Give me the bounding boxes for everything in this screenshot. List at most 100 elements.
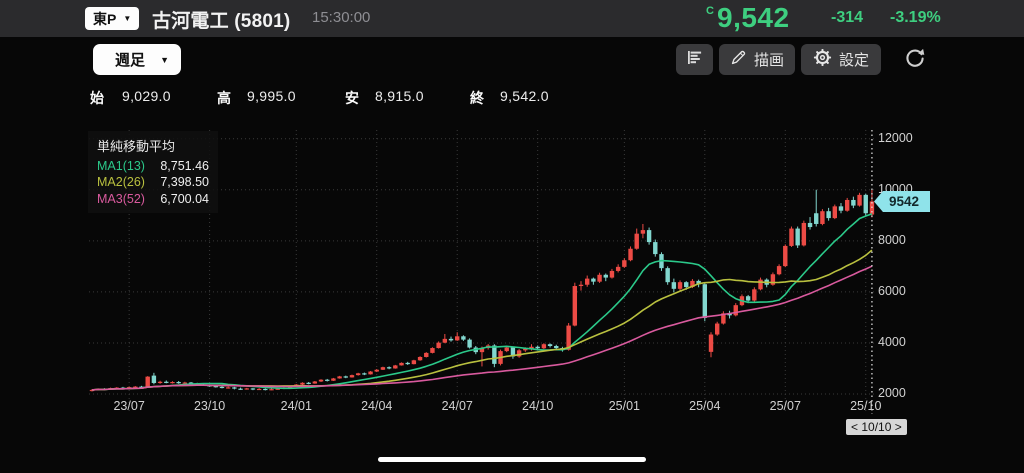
candle-body	[263, 388, 268, 391]
candle-body	[349, 375, 355, 378]
candle-body	[826, 211, 831, 219]
candle-body	[182, 382, 188, 384]
candle-body	[591, 278, 596, 282]
market-selector[interactable]: 東P ▼	[85, 7, 140, 30]
candle-body	[609, 270, 615, 278]
candle-body	[399, 362, 404, 366]
candle-body	[386, 367, 392, 369]
close-label: 終	[470, 90, 484, 106]
timeframe-dropdown[interactable]: 週足 ▼	[93, 44, 181, 75]
candle-body	[133, 386, 138, 388]
candle-body	[300, 382, 305, 385]
ma2-line	[91, 249, 873, 391]
candlestick-chart[interactable]	[89, 126, 883, 418]
candle-body	[603, 274, 608, 278]
open-value: 9,029.0	[122, 88, 171, 104]
page-title: 古河電工 (5801)	[152, 11, 291, 32]
candle-body	[628, 248, 633, 261]
candle-body	[714, 323, 720, 335]
candle-body	[646, 230, 652, 243]
chevron-down-icon: ▼	[160, 54, 169, 65]
order-book-button[interactable]	[676, 44, 713, 75]
candle-body	[665, 268, 670, 283]
grid-lines	[89, 130, 877, 414]
refresh-button[interactable]	[899, 45, 931, 74]
candle-body	[585, 278, 590, 285]
candle-body	[677, 282, 683, 289]
candle-body	[789, 228, 794, 246]
candle-body	[380, 367, 386, 370]
candle-body	[238, 388, 243, 390]
x-axis-label: 23/10	[193, 399, 226, 413]
candle-body	[256, 388, 262, 391]
candle-body	[708, 334, 714, 352]
candle-body	[721, 313, 726, 324]
candle-body	[671, 282, 677, 289]
ma3-row: MA3(52) 6,700.04	[97, 191, 209, 207]
candle-body	[733, 305, 738, 316]
settings-button[interactable]: 設定	[801, 44, 881, 75]
y-axis-label: 4000	[878, 334, 906, 349]
ma-legend: 単純移動平均 MA1(13) 8,751.46 MA2(26) 7,398.50…	[88, 131, 218, 213]
ma2-row: MA2(26) 7,398.50	[97, 174, 209, 190]
settings-label: 設定	[838, 52, 869, 69]
candle-body	[770, 274, 776, 285]
candle-body	[640, 230, 646, 234]
candle-body	[727, 313, 732, 316]
current-price: 9,542	[717, 2, 790, 33]
candle-body	[139, 386, 144, 388]
low-label: 安	[345, 90, 359, 106]
price-change: -314	[831, 9, 864, 26]
candle-body	[436, 342, 441, 349]
candle-body	[225, 387, 231, 389]
close-value: 9,542.0	[500, 88, 549, 104]
refresh-icon	[903, 46, 927, 74]
y-axis-label: 2000	[878, 386, 906, 400]
home-indicator[interactable]	[378, 457, 646, 462]
candle-body	[89, 389, 95, 392]
candle-body	[318, 379, 324, 382]
candle-body	[312, 381, 318, 384]
last-price-tag: 9542	[874, 191, 930, 212]
candle-body	[597, 274, 602, 282]
candle-body	[244, 388, 249, 390]
gear-icon	[813, 48, 832, 71]
ma1-label: MA1(13)	[97, 159, 145, 173]
pencil-icon	[730, 49, 747, 70]
candle-body	[188, 382, 194, 384]
candle-body	[758, 279, 763, 290]
candle-body	[362, 373, 367, 375]
candle-body	[306, 382, 311, 384]
candle-body	[752, 289, 757, 301]
open-label: 始	[90, 90, 104, 106]
candle-body	[622, 260, 627, 267]
candle-body	[405, 362, 410, 365]
ma3-value: 6,700.04	[160, 191, 209, 206]
draw-button[interactable]: 描画	[719, 44, 795, 75]
timeframe-label: 週足	[115, 52, 146, 69]
ma1-row: MA1(13) 8,751.46	[97, 158, 209, 174]
candle-body	[776, 266, 782, 275]
page-indicator[interactable]: < 10/10 >	[846, 419, 907, 435]
candle-body	[374, 369, 379, 372]
candle-body	[442, 338, 448, 343]
candle-body	[213, 386, 218, 388]
candle-body	[554, 346, 559, 349]
x-axis-label: 24/10	[522, 399, 554, 413]
candle-body	[863, 194, 868, 214]
candle-body	[461, 336, 466, 340]
candle-body	[492, 345, 497, 364]
candle-body	[510, 347, 516, 357]
candle-body	[145, 376, 150, 388]
candle-body	[696, 280, 701, 285]
top-bar: 東P ▼ 古河電工 (5801) 15:30:00 C 9,542 -314 -…	[0, 0, 1024, 37]
candle-body	[343, 376, 348, 378]
draw-label: 描画	[753, 52, 784, 69]
candle-body	[547, 344, 553, 347]
x-axis-label: 23/07	[113, 399, 145, 413]
candle-body	[176, 382, 181, 384]
candle-body	[331, 378, 336, 381]
ma1-value: 8,751.46	[160, 159, 209, 173]
chevron-down-icon: ▼	[123, 13, 132, 23]
